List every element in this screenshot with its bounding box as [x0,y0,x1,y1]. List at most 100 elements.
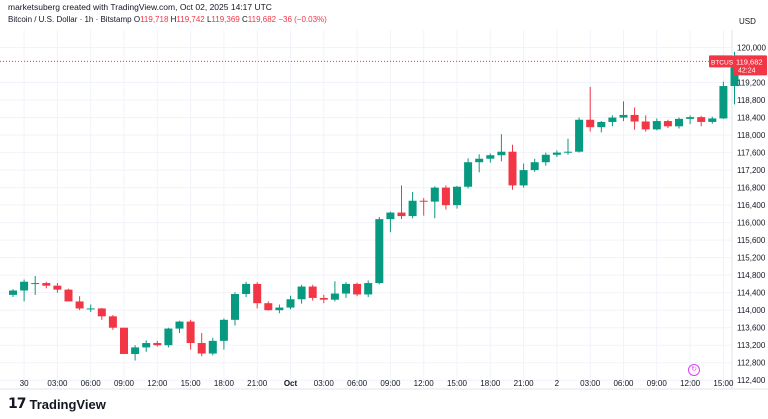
price-tick-label: 118,400 [737,114,766,123]
candle-body [219,319,228,341]
candle-body [708,118,717,122]
candle [31,276,40,295]
candle-body [97,308,106,317]
candle [441,185,450,210]
candle [619,101,628,122]
candle [364,280,373,298]
candle-body [275,307,284,311]
candle [608,115,617,127]
legend-high-label: H [170,15,177,24]
candle-body [475,158,484,163]
candle [486,153,495,163]
candle [286,295,295,310]
candle [308,284,317,301]
price-tick-label: 116,800 [737,184,766,193]
candle [419,198,428,216]
candle [275,304,284,314]
candle-body [486,155,495,159]
candle-body [86,308,95,310]
candle [453,185,461,209]
candle [353,282,362,297]
price-tick-label: 118,800 [737,96,766,105]
legend-close-label: C [241,15,248,24]
candle-body [197,343,206,354]
candle [242,281,251,298]
candle-body [264,303,273,311]
candle [675,117,683,129]
candle-body [231,293,239,320]
tradingview-mark-icon: 17 [8,396,27,412]
candle-body [719,86,728,119]
candle [219,318,228,350]
candle [552,150,561,157]
candle-body [519,170,528,186]
candle-body [308,286,317,298]
replay-icon[interactable]: ↻ [688,364,700,376]
price-tag-box [733,55,767,76]
candle [9,289,17,298]
candle-body [508,151,517,186]
candle [53,283,62,293]
time-tick-label: 09:00 [647,379,668,388]
chart-caption: marketsuberg created with TradingView.co… [8,2,272,12]
candle-body [108,316,117,328]
legend-close-value: 119,682 [247,15,277,24]
candle [175,320,184,333]
candle [397,185,406,220]
candle [652,118,661,131]
candle-body [552,152,561,155]
legend-low-value: 119,369 [211,15,240,24]
candle-body [464,162,473,187]
price-tick-label: 118,000 [737,131,766,140]
price-tick-label: 115,600 [737,236,766,245]
candle [131,345,140,361]
candle [208,337,217,356]
price-tick-label: 112,400 [737,376,766,385]
candle-body [64,289,73,302]
candle-body [319,297,328,300]
legend-high-value: 119,742 [176,15,205,24]
candle [319,294,328,304]
candle-body [408,200,417,217]
price-tick-label: 115,200 [737,254,766,263]
candle [20,279,29,302]
candles-group [9,51,750,361]
candle [430,186,439,219]
candle-body [530,162,539,171]
price-tick-label: 117,200 [737,166,766,175]
candle [86,304,95,312]
price-tick-label: 112,800 [737,359,766,368]
candle [464,158,473,189]
candle [330,281,339,302]
candle-body [31,283,40,285]
candle-body [619,114,628,118]
candle-body [131,347,140,354]
candle-body [430,187,439,202]
candle [697,115,706,127]
price-axis-ticks: 112,400 112,800 113,200 113,600 114,000 114,4… [737,44,766,386]
price-tick-label: 113,200 [737,341,766,350]
time-tick-label: 21:00 [247,379,268,388]
symbol-legend: Bitcoin / U.S. Dollar · 1h · Bitstamp O1… [8,15,327,24]
candle-body [297,286,306,300]
tradingview-logo[interactable]: 17 TradingView [8,396,106,412]
candle-body [353,283,362,295]
price-tag-symbol-box [709,55,733,68]
candle [97,308,106,320]
price-tick-label: 113,600 [737,324,766,333]
candle-body [663,121,672,127]
currency-label: USD [739,17,756,26]
time-tick-label: 12:00 [414,379,435,388]
candle [641,115,650,132]
legend-title: Bitcoin / U.S. Dollar · 1h · Bitstamp [8,15,132,24]
candle-body [20,281,29,291]
candle-body [641,121,650,130]
candle-body [142,343,151,348]
time-tick-label: 12:00 [680,379,701,388]
time-tick-label: 09:00 [114,379,135,388]
candle-body [9,290,17,295]
candle-body [586,119,595,128]
time-tick-label: 03:00 [580,379,601,388]
